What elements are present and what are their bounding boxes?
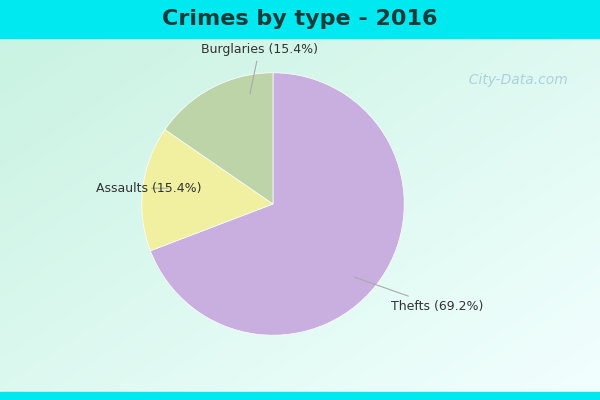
Wedge shape bbox=[165, 73, 273, 204]
Wedge shape bbox=[142, 130, 273, 251]
Bar bbox=[0, 392, 600, 400]
Text: Assaults (15.4%): Assaults (15.4%) bbox=[96, 182, 202, 195]
Text: Crimes by type - 2016: Crimes by type - 2016 bbox=[162, 9, 438, 29]
Bar bbox=[0, 0, 600, 38]
Text: Burglaries (15.4%): Burglaries (15.4%) bbox=[201, 43, 318, 94]
Wedge shape bbox=[151, 73, 404, 335]
Text: Thefts (69.2%): Thefts (69.2%) bbox=[355, 277, 484, 313]
Text: City-Data.com: City-Data.com bbox=[460, 73, 568, 87]
